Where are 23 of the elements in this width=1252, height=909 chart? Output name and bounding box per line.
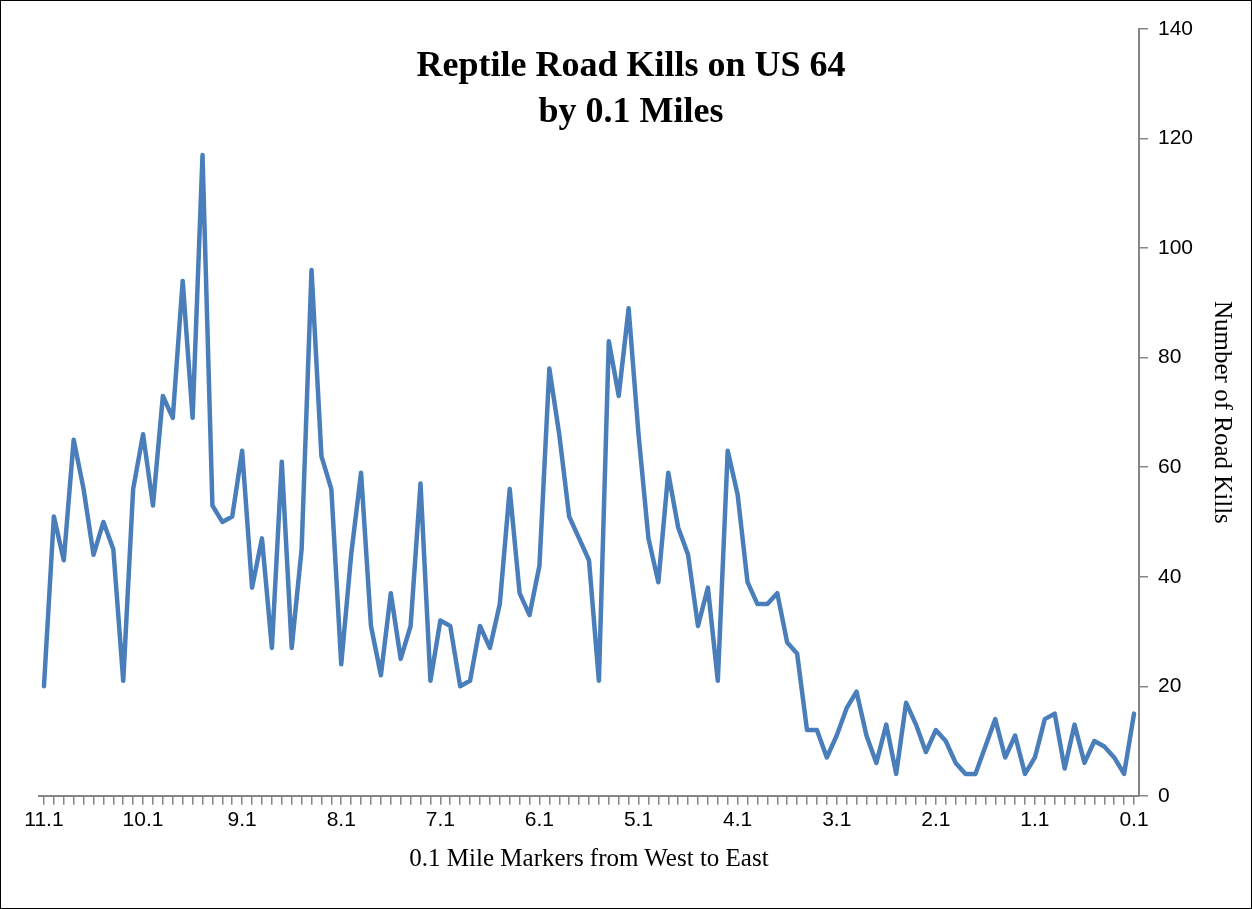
x-tick-label: 7.1: [425, 807, 455, 831]
y-tick-label: 140: [1157, 15, 1194, 39]
x-tick-label: 9.1: [227, 807, 257, 831]
x-axis-title: 0.1 Mile Markers from West to East: [409, 843, 769, 871]
x-tick-label: 1.1: [1020, 807, 1050, 831]
text: Reptile Road Kills on US 64 by 0.1 Miles: [416, 44, 846, 130]
y-axis-title: Number of Road Kills: [1210, 300, 1238, 524]
y-tick-label: 80: [1157, 344, 1182, 368]
y-tick-label: 0: [1157, 782, 1170, 806]
x-tick-label: 0.1: [1119, 807, 1149, 831]
x-tick-label: 6.1: [524, 807, 555, 831]
y-tick-label: 60: [1157, 453, 1182, 477]
y-tick-label: 40: [1157, 563, 1182, 587]
y-tick-label: 100: [1157, 234, 1194, 258]
x-tick-label: 3.1: [822, 807, 852, 831]
x-tick-label: 11.1: [24, 807, 64, 831]
x-tick-label: 4.1: [723, 807, 753, 831]
x-tick-label: 5.1: [623, 807, 654, 831]
x-tick-label: 8.1: [326, 807, 356, 831]
y-tick-label: 20: [1157, 673, 1182, 697]
x-tick-label: 2.1: [921, 807, 951, 831]
y-tick-label: 120: [1157, 125, 1194, 149]
x-tick-label: 10.1: [122, 807, 164, 831]
